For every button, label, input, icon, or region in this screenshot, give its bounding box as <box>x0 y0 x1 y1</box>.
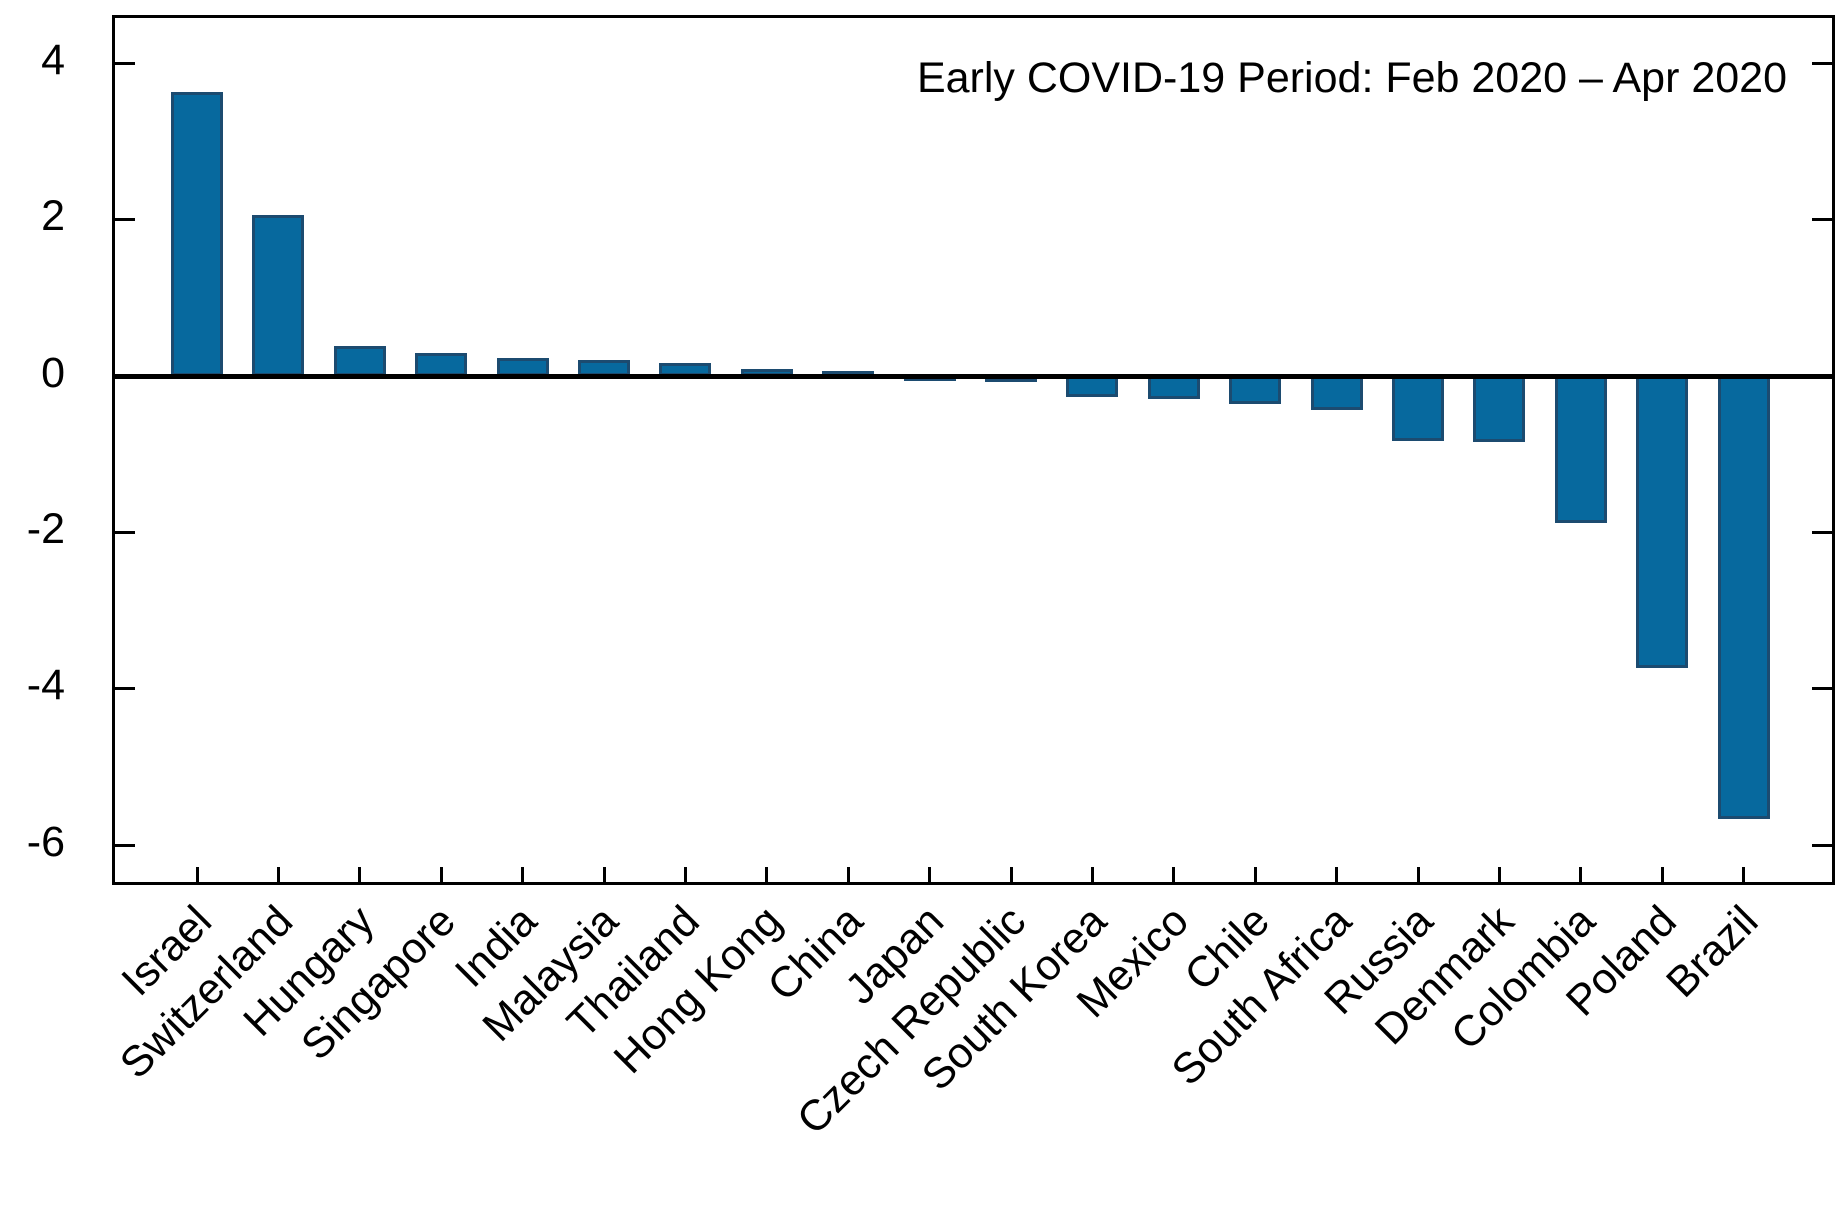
x-tick-mark-czech-republic <box>1009 867 1013 882</box>
x-tick-mark-thailand <box>683 867 687 882</box>
x-tick-mark-south-africa <box>1335 867 1339 882</box>
y-tick-mark-left-0 <box>115 374 135 378</box>
x-tick-mark-colombia <box>1579 867 1583 882</box>
bar-denmark <box>1473 376 1526 442</box>
y-tick-mark-right-4 <box>1812 61 1832 65</box>
y-tick-mark-left--6 <box>115 843 135 847</box>
x-axis-label-brazil: Brazil <box>1657 896 1768 1007</box>
x-tick-mark-singapore <box>439 867 443 882</box>
bar-israel <box>171 92 223 376</box>
y-axis-tick-label-2: 2 <box>41 192 65 241</box>
x-tick-mark-malaysia <box>602 867 606 882</box>
plot-area: Early COVID-19 Period: Feb 2020 – Apr 20… <box>112 15 1835 885</box>
bar-colombia <box>1554 376 1607 524</box>
x-tick-mark-israel <box>195 867 199 882</box>
y-axis-tick-label--4: -4 <box>26 661 65 710</box>
x-tick-mark-hong-kong <box>765 867 769 882</box>
y-axis-tick-label--6: -6 <box>26 817 65 866</box>
bar-russia <box>1392 376 1444 441</box>
y-tick-mark-right--2 <box>1812 530 1832 534</box>
y-tick-mark-right-0 <box>1812 374 1832 378</box>
y-tick-mark-right-2 <box>1812 218 1832 222</box>
x-tick-mark-denmark <box>1497 867 1501 882</box>
zero-baseline <box>115 373 1832 379</box>
x-tick-mark-japan <box>928 867 932 882</box>
y-axis-tick-label--2: -2 <box>26 504 65 553</box>
y-tick-mark-right--4 <box>1812 687 1832 691</box>
y-tick-mark-right--6 <box>1812 843 1832 847</box>
y-tick-mark-left-4 <box>115 61 135 65</box>
y-axis-tick-label-0: 0 <box>41 348 65 397</box>
bar-south-africa <box>1310 376 1363 410</box>
bar-switzerland <box>252 214 305 376</box>
x-tick-mark-south-korea <box>1090 867 1094 882</box>
bar-south-korea <box>1066 376 1119 398</box>
x-tick-mark-chile <box>1253 867 1257 882</box>
bar-hungary <box>333 346 386 376</box>
chart-title: Early COVID-19 Period: Feb 2020 – Apr 20… <box>916 54 1787 102</box>
x-tick-mark-mexico <box>1172 867 1176 882</box>
bar-mexico <box>1147 376 1200 400</box>
y-tick-mark-left-2 <box>115 218 135 222</box>
bar-poland <box>1636 376 1689 669</box>
x-tick-mark-china <box>846 867 850 882</box>
y-tick-mark-left--2 <box>115 530 135 534</box>
x-tick-mark-india <box>521 867 525 882</box>
x-tick-mark-switzerland <box>276 867 280 882</box>
bar-chile <box>1229 376 1282 405</box>
bar-brazil <box>1717 376 1770 820</box>
x-tick-mark-hungary <box>358 867 362 882</box>
x-tick-mark-russia <box>1416 867 1420 882</box>
x-tick-mark-brazil <box>1742 867 1746 882</box>
y-axis-tick-label-4: 4 <box>41 35 65 84</box>
x-tick-mark-poland <box>1660 867 1664 882</box>
y-tick-mark-left--4 <box>115 687 135 691</box>
